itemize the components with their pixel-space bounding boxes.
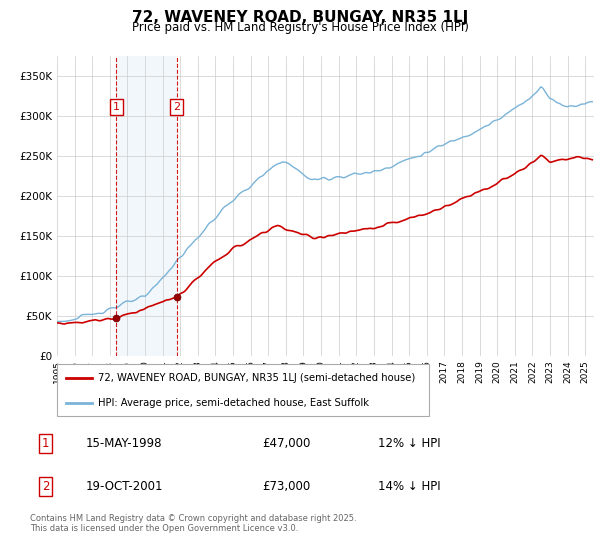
Text: 15-MAY-1998: 15-MAY-1998 bbox=[85, 437, 162, 450]
Text: 1: 1 bbox=[42, 437, 49, 450]
Text: 1: 1 bbox=[113, 102, 120, 112]
Text: 2: 2 bbox=[42, 480, 49, 493]
Bar bbox=[116, 56, 177, 356]
Text: 12% ↓ HPI: 12% ↓ HPI bbox=[378, 437, 440, 450]
Text: 14% ↓ HPI: 14% ↓ HPI bbox=[378, 480, 440, 493]
Text: HPI: Average price, semi-detached house, East Suffolk: HPI: Average price, semi-detached house,… bbox=[98, 398, 369, 408]
Text: 2: 2 bbox=[173, 102, 180, 112]
Text: £47,000: £47,000 bbox=[262, 437, 310, 450]
Text: 19-OCT-2001: 19-OCT-2001 bbox=[85, 480, 163, 493]
FancyBboxPatch shape bbox=[57, 364, 429, 416]
Text: 72, WAVENEY ROAD, BUNGAY, NR35 1LJ (semi-detached house): 72, WAVENEY ROAD, BUNGAY, NR35 1LJ (semi… bbox=[98, 373, 415, 383]
Text: £73,000: £73,000 bbox=[262, 480, 310, 493]
Text: Price paid vs. HM Land Registry's House Price Index (HPI): Price paid vs. HM Land Registry's House … bbox=[131, 21, 469, 34]
Text: 72, WAVENEY ROAD, BUNGAY, NR35 1LJ: 72, WAVENEY ROAD, BUNGAY, NR35 1LJ bbox=[132, 10, 468, 25]
Text: Contains HM Land Registry data © Crown copyright and database right 2025.
This d: Contains HM Land Registry data © Crown c… bbox=[30, 514, 356, 534]
